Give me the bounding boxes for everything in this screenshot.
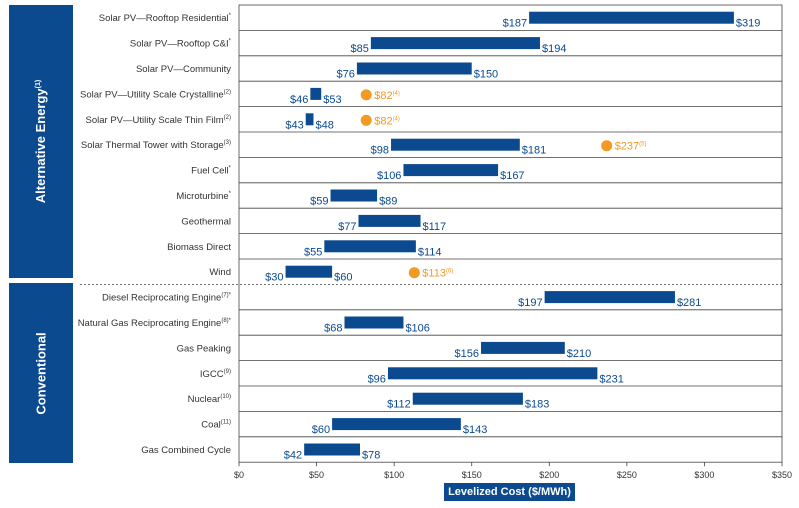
low-label-solar-pv-rooftop-residential: $187: [503, 18, 527, 30]
high-label-igcc: $231: [599, 373, 623, 385]
row-label-fuel-cell: Fuel Cell*: [191, 166, 232, 177]
bar-fuel-cell: [403, 164, 499, 177]
high-label-solar-pv-utility-scale-thin-film: $48: [315, 119, 333, 131]
x-axis-label: Levelized Cost ($/MWh): [444, 483, 575, 501]
bar-gas-combined-cycle: [304, 443, 361, 456]
marker-label-solar-pv-utility-scale-crystalline: $82(4): [374, 90, 400, 102]
row-label-igcc: IGCC(9): [200, 369, 231, 380]
high-label-geothermal: $117: [423, 221, 447, 233]
high-label-solar-pv-rooftop-residential: $319: [736, 18, 760, 30]
low-label-solar-pv-rooftop-c-i: $85: [351, 43, 369, 55]
bar-natural-gas-reciprocating-engine: [344, 316, 404, 329]
group-box-conventional: Conventional: [9, 283, 73, 463]
row-label-solar-pv-community: Solar PV—Community: [136, 64, 231, 75]
row-label-biomass-direct: Biomass Direct: [167, 242, 231, 253]
row-label-coal: Coal(11): [201, 420, 231, 431]
low-label-geothermal: $77: [338, 221, 356, 233]
marker-solar-pv-utility-scale-crystalline: [360, 89, 372, 101]
bar-biomass-direct: [324, 240, 416, 253]
bar-nuclear: [412, 392, 523, 405]
bar-wind: [285, 265, 333, 278]
low-label-wind: $30: [265, 272, 283, 284]
low-label-gas-peaking: $156: [455, 348, 479, 360]
marker-label-solar-thermal-tower-with-storage: $237(5): [615, 141, 647, 153]
low-label-natural-gas-reciprocating-engine: $68: [324, 323, 342, 335]
group-box-alternative-energy: Alternative Energy(1): [9, 5, 73, 278]
low-label-biomass-direct: $55: [304, 246, 322, 258]
row-label-solar-thermal-tower-with-storage: Solar Thermal Tower with Storage(3): [81, 140, 231, 151]
row-label-natural-gas-reciprocating-engine: Natural Gas Reciprocating Engine(8)*: [78, 318, 232, 329]
marker-wind: [408, 267, 420, 279]
bar-solar-pv-utility-scale-thin-film: [305, 113, 314, 126]
low-label-igcc: $96: [368, 373, 386, 385]
x-tick-label: $50: [309, 470, 324, 480]
low-label-coal: $60: [312, 424, 330, 436]
low-label-microturbine: $59: [310, 196, 328, 208]
high-label-coal: $143: [463, 424, 487, 436]
high-label-gas-peaking: $210: [567, 348, 591, 360]
marker-label-wind: $113(6): [422, 268, 453, 280]
low-label-fuel-cell: $106: [377, 170, 401, 182]
bar-coal: [332, 418, 461, 431]
bar-diesel-reciprocating-engine: [544, 291, 675, 304]
row-label-solar-pv-utility-scale-thin-film: Solar PV—Utility Scale Thin Film(2): [86, 115, 231, 126]
marker-solar-pv-utility-scale-thin-film: [360, 114, 372, 126]
x-tick-label: $250: [617, 470, 637, 480]
x-tick-label: $100: [384, 470, 404, 480]
high-label-microturbine: $89: [379, 196, 397, 208]
row-label-nuclear: Nuclear(10): [188, 394, 231, 405]
marker-label-solar-pv-utility-scale-thin-film: $82(4): [374, 115, 400, 127]
high-label-nuclear: $183: [525, 399, 549, 411]
high-label-solar-pv-community: $150: [474, 69, 498, 81]
bar-solar-thermal-tower-with-storage: [391, 138, 520, 151]
bar-microturbine: [330, 189, 378, 202]
low-label-solar-thermal-tower-with-storage: $98: [371, 145, 389, 157]
high-label-gas-combined-cycle: $78: [362, 450, 380, 462]
bar-solar-pv-rooftop-c-i: [370, 37, 540, 50]
marker-solar-thermal-tower-with-storage: [601, 140, 613, 152]
high-label-biomass-direct: $114: [418, 246, 442, 258]
row-label-gas-combined-cycle: Gas Combined Cycle: [141, 445, 231, 456]
row-label-gas-peaking: Gas Peaking: [177, 343, 231, 354]
row-label-solar-pv-utility-scale-crystalline: Solar PV—Utility Scale Crystalline(2): [80, 89, 231, 100]
row-label-geothermal: Geothermal: [181, 216, 231, 227]
high-label-fuel-cell: $167: [500, 170, 524, 182]
x-tick-label: $350: [772, 470, 792, 480]
high-label-natural-gas-reciprocating-engine: $106: [405, 323, 429, 335]
high-label-wind: $60: [334, 272, 352, 284]
low-label-diesel-reciprocating-engine: $197: [518, 297, 542, 309]
row-label-diesel-reciprocating-engine: Diesel Reciprocating Engine(7)*: [102, 293, 232, 304]
row-label-microturbine: Microturbine*: [176, 191, 231, 202]
low-label-solar-pv-community: $76: [337, 69, 355, 81]
bar-geothermal: [358, 214, 421, 227]
low-label-nuclear: $112: [387, 399, 411, 411]
bar-gas-peaking: [481, 341, 565, 354]
low-label-solar-pv-utility-scale-thin-film: $43: [285, 119, 303, 131]
bar-igcc: [387, 367, 598, 380]
high-label-solar-pv-rooftop-c-i: $194: [542, 43, 566, 55]
bar-solar-pv-community: [356, 62, 472, 75]
x-tick-label: $200: [539, 470, 559, 480]
x-tick-label: $300: [694, 470, 714, 480]
low-label-gas-combined-cycle: $42: [284, 450, 302, 462]
low-label-solar-pv-utility-scale-crystalline: $46: [290, 94, 308, 106]
x-tick-label: $0: [234, 470, 244, 480]
high-label-solar-pv-utility-scale-crystalline: $53: [323, 94, 341, 106]
bar-solar-pv-rooftop-residential: [529, 11, 734, 24]
high-label-solar-thermal-tower-with-storage: $181: [522, 145, 546, 157]
bar-solar-pv-utility-scale-crystalline: [310, 87, 322, 100]
high-label-diesel-reciprocating-engine: $281: [677, 297, 701, 309]
row-label-solar-pv-rooftop-residential: Solar PV—Rooftop Residential*: [99, 13, 232, 24]
row-label-solar-pv-rooftop-c-i: Solar PV—Rooftop C&I*: [130, 39, 232, 50]
x-tick-label: $150: [462, 470, 482, 480]
row-label-wind: Wind: [209, 267, 231, 278]
